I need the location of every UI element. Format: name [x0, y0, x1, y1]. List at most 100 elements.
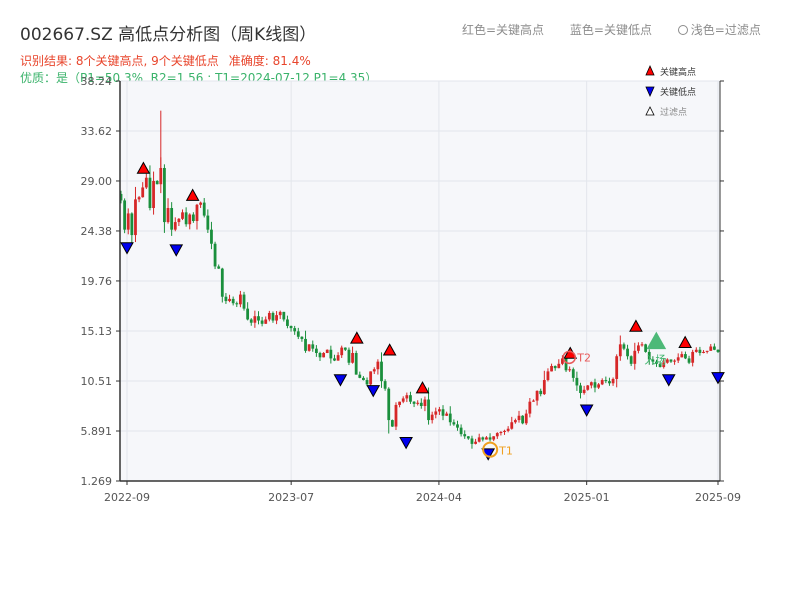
candle-body [286, 319, 289, 326]
candle-body [383, 381, 387, 389]
candle-body [311, 344, 315, 349]
candle-body [448, 413, 452, 423]
legend-blue-label: 蓝色=关键低点 [569, 23, 652, 37]
candle-body [213, 243, 217, 267]
markers: T1 T2 入场 [120, 161, 725, 461]
candle-body [144, 177, 148, 188]
candle-body [499, 431, 503, 434]
candle-body [535, 390, 539, 401]
candle-body [126, 213, 130, 230]
candle-body [314, 348, 318, 353]
candle-body [539, 390, 543, 395]
candle-body [712, 346, 716, 350]
candle-body [470, 438, 474, 444]
candle-body [542, 380, 546, 395]
candle-body [325, 349, 329, 353]
key-high-marker [629, 319, 643, 332]
candle-body [217, 266, 221, 269]
legend-filtered-label: 浅色=过滤点 [690, 23, 761, 37]
t2-circle [562, 350, 576, 365]
hollow-circle-icon [677, 25, 688, 35]
candle-body [640, 344, 644, 346]
candle-body [665, 359, 669, 363]
candle-body [629, 356, 633, 364]
candle-body [184, 212, 188, 225]
candle-body [134, 199, 137, 236]
y-tick-label: 15.13 [81, 325, 113, 338]
candle-body [362, 377, 365, 381]
candle-body [412, 401, 416, 404]
key-low-marker [169, 244, 184, 257]
candle-body [550, 365, 553, 372]
candle-body [282, 311, 286, 320]
candle-body [322, 352, 326, 358]
legend-high-label: 关键高点 [660, 66, 696, 78]
candle-body [485, 437, 488, 440]
key-high-marker [136, 161, 151, 174]
candle-body [647, 351, 651, 360]
candle-body [191, 214, 195, 222]
candle-body [246, 308, 250, 320]
candle-body [676, 357, 680, 361]
y-tick-label: 10.51 [81, 375, 113, 388]
candle-body [304, 338, 307, 351]
legend-low-label: 关键低点 [660, 86, 696, 98]
candle-body [358, 374, 362, 378]
candle-body [626, 348, 629, 357]
key-high-marker [382, 343, 397, 356]
candle-body [405, 395, 409, 399]
candle-body [333, 358, 336, 361]
candle-body [637, 345, 640, 351]
candle-body [343, 347, 347, 350]
candle-body [372, 369, 376, 372]
y-tick-label: 19.76 [81, 275, 113, 288]
candle-body [481, 437, 485, 440]
candle-body [275, 315, 278, 321]
candle-body [658, 363, 662, 368]
y-tick-label: 29.00 [81, 175, 113, 188]
candle-body [528, 401, 532, 414]
key-low-marker [711, 372, 725, 385]
accuracy-text: 准确度: 81.4% [228, 54, 311, 68]
candle-body [441, 409, 445, 416]
result-summary: 识别结果: 8个关键高点, 9个关键低点 准确度: 81.4% [20, 52, 311, 69]
y-tick-label: 1.269 [81, 475, 113, 488]
candle-body [141, 187, 145, 198]
candle-body [409, 395, 412, 402]
candle-body [257, 316, 260, 321]
candle-body [698, 349, 702, 353]
candle-body [694, 349, 698, 352]
candle-body [289, 325, 293, 329]
candle-body [278, 311, 282, 316]
candle-body [249, 319, 253, 323]
candle-body [644, 344, 648, 352]
x-tick-label: 2025-09 [695, 491, 741, 504]
legend-high-icon [645, 65, 655, 76]
chart-title: 002667.SZ 高低点分析图（周K线图） [20, 25, 317, 45]
candle-body [474, 441, 477, 444]
candle-body [148, 177, 152, 209]
candle-body [589, 382, 593, 386]
candle-body [463, 434, 467, 437]
candle-body [202, 202, 206, 216]
candle-body [199, 202, 202, 205]
candle-body [419, 402, 423, 407]
candle-body [655, 361, 658, 364]
candle-body [513, 420, 517, 423]
t2-label: T2 [576, 351, 591, 364]
legend-low-icon [645, 86, 655, 97]
candle-body [329, 349, 333, 359]
candle-body [438, 409, 441, 412]
candle-body [532, 400, 535, 402]
t1-label: T1 [498, 445, 513, 458]
candle-body [434, 411, 438, 415]
candle-body [705, 350, 709, 352]
candle-body [709, 346, 713, 351]
candle-body [293, 328, 297, 332]
candle-body [582, 389, 586, 394]
candle-body [691, 351, 695, 363]
candle-body [673, 360, 676, 362]
candle-body [398, 401, 401, 405]
candle-body [376, 361, 380, 370]
